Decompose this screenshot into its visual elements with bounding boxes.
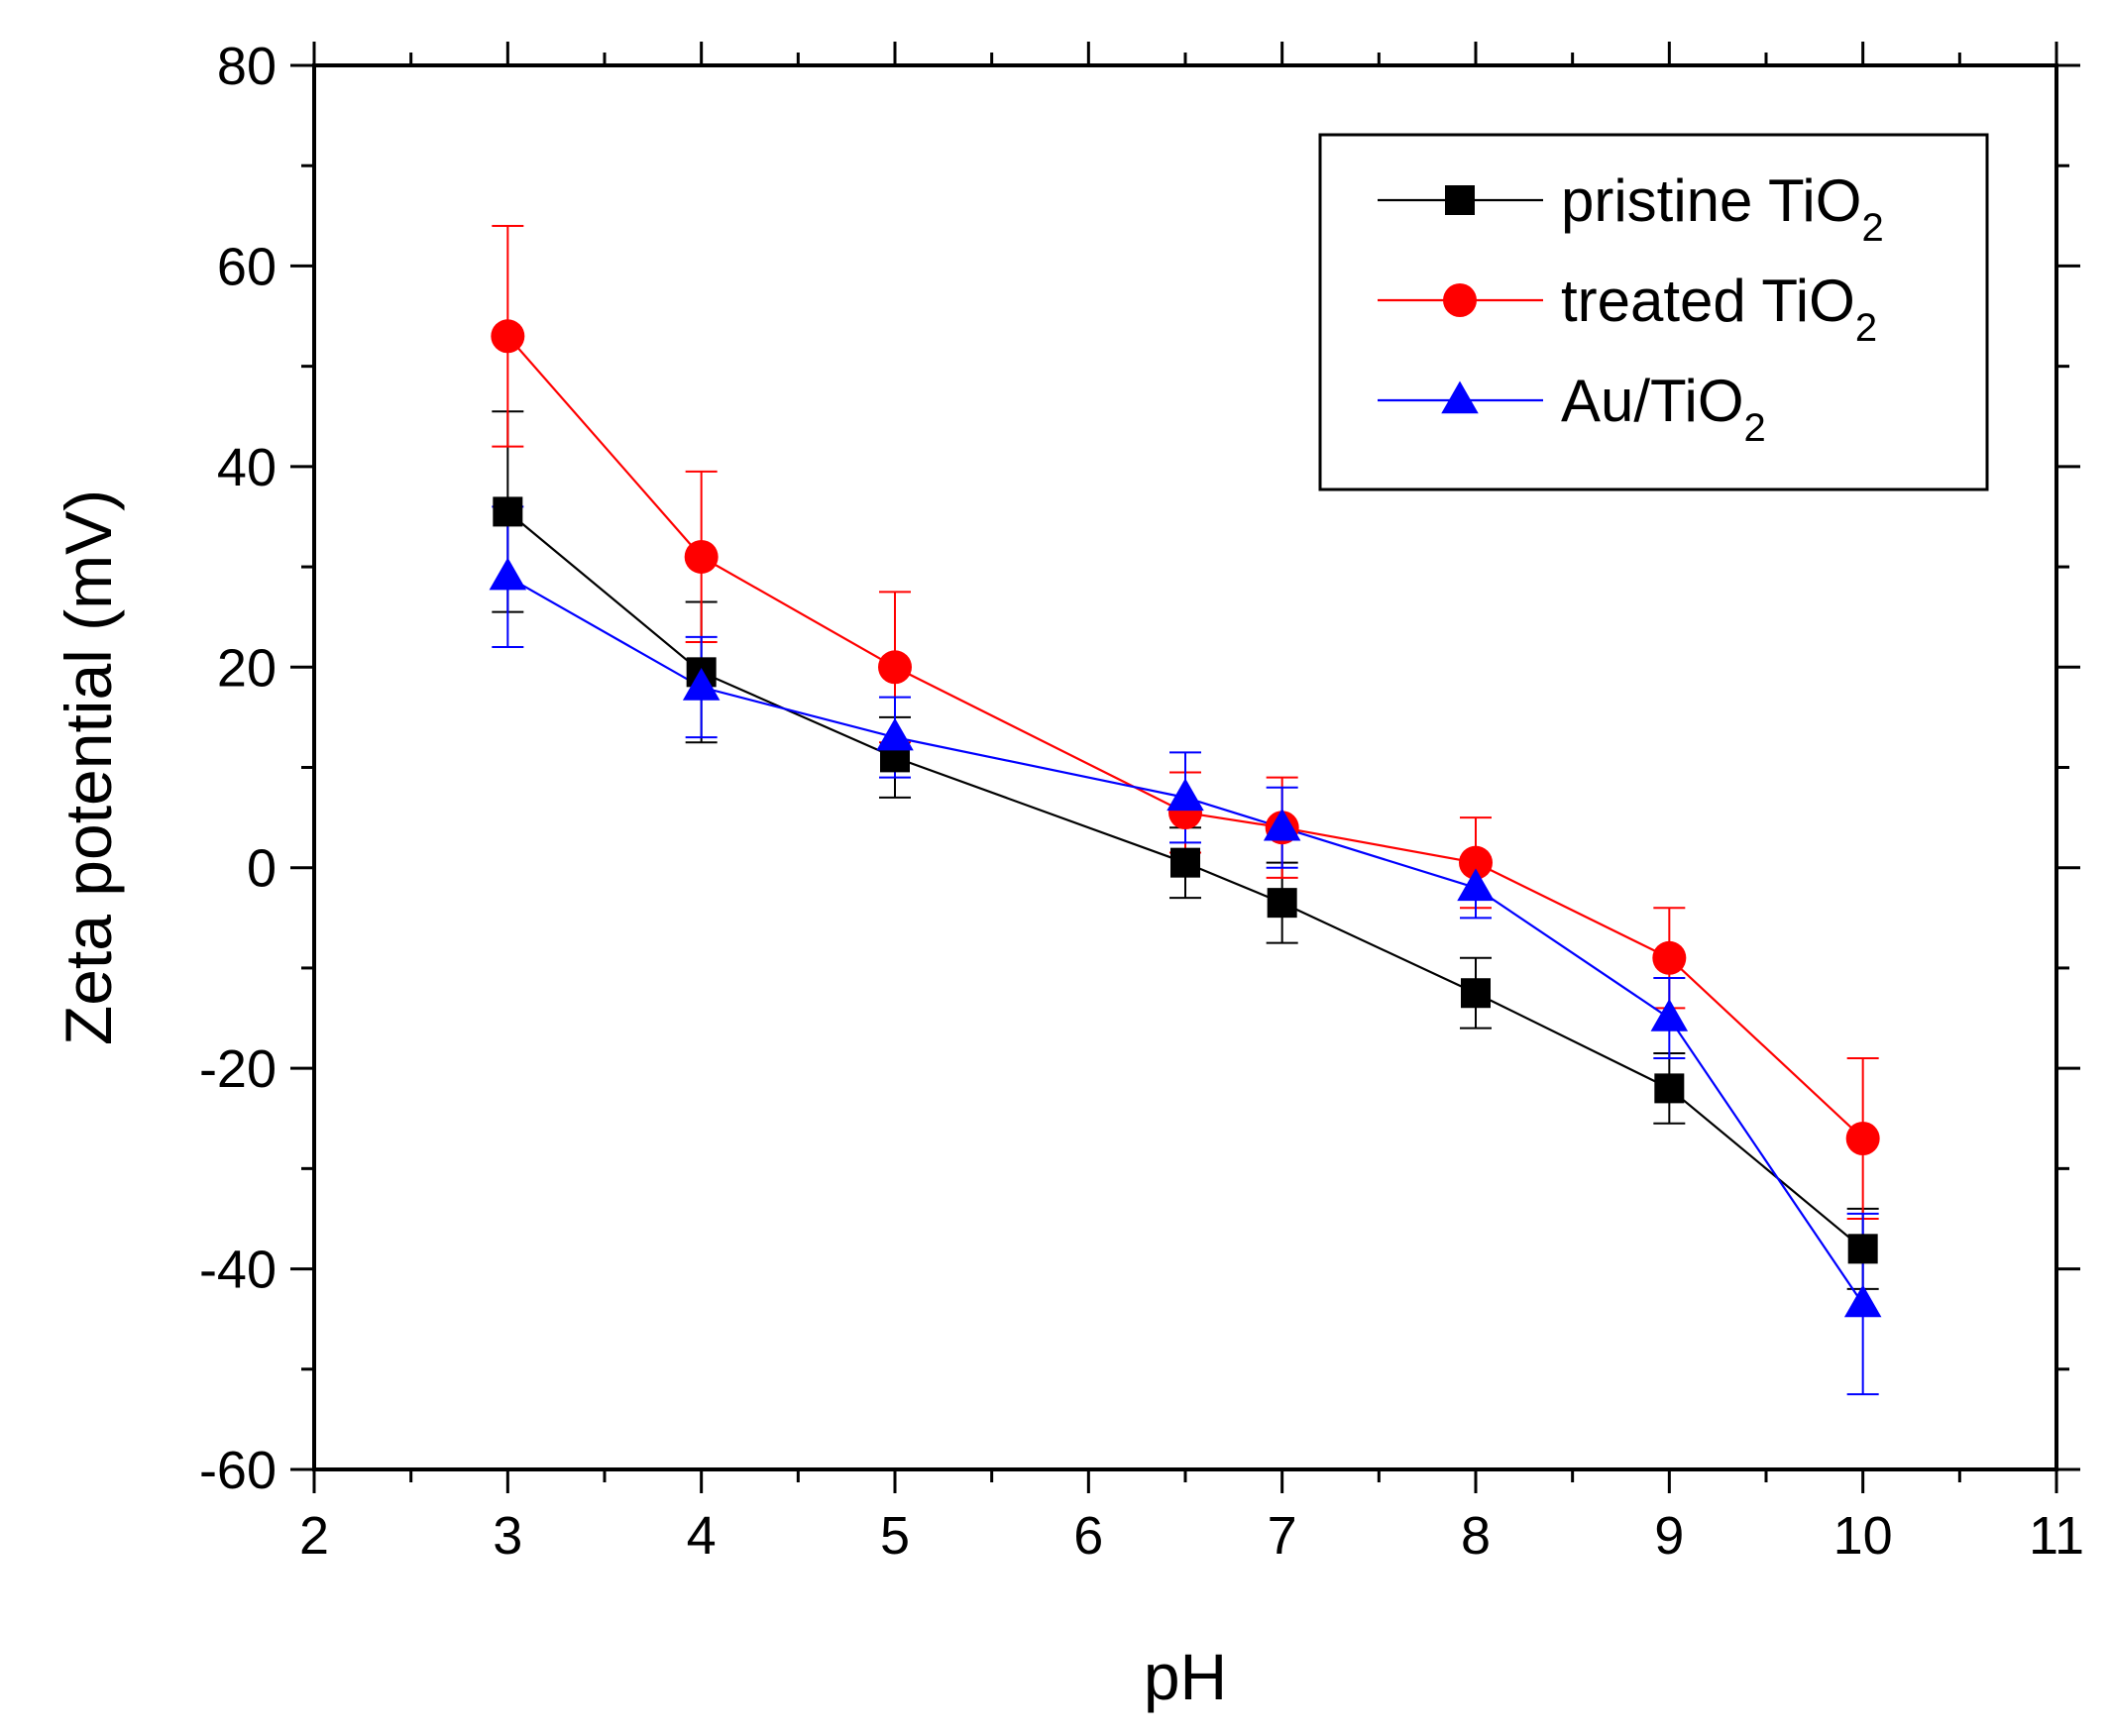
legend-marker-pristine [1445,185,1475,215]
legend-item-au: Au/TiO2 [1378,368,1766,450]
legend-label-pristine: pristine TiO2 [1561,167,1884,250]
data-point-au [682,667,721,701]
legend-label-au: Au/TiO2 [1561,368,1766,450]
legend-label-subscript: 2 [1743,406,1765,450]
markers-layer [489,319,1882,1318]
legend-label-main: Au/TiO [1561,368,1743,434]
legend-label-subscript: 2 [1861,206,1883,250]
y-axis-title: Zeta potential (mV) [52,489,125,1045]
x-tick-label: 3 [493,1506,522,1566]
y-tick-label: 40 [217,438,277,497]
x-tick-label: 2 [299,1506,329,1566]
data-point-pristine [1267,888,1297,919]
legend-label-main: pristine TiO [1561,167,1861,234]
x-tick-label: 6 [1073,1506,1103,1566]
legend-item-pristine: pristine TiO2 [1378,167,1884,250]
data-point-au [1843,1284,1882,1318]
legend-label-main: treated TiO [1561,268,1855,334]
x-tick-label: 4 [687,1506,717,1566]
y-tick-label: 60 [217,237,277,296]
x-tick-label: 9 [1654,1506,1684,1566]
data-point-pristine [1461,978,1491,1009]
ticks-layer: 2 3 4 5 6 7 8 9 10 11 -60 -40 -20 0 20 40 60 80 [199,37,2084,1566]
data-point-treated [684,539,719,574]
y-tick-label: -60 [199,1441,277,1500]
x-tick-label: 8 [1461,1506,1491,1566]
data-point-au [1457,868,1495,902]
data-point-au [876,717,914,751]
data-point-au [1166,778,1204,812]
series-line-treated [506,335,1864,1139]
x-tick-label: 10 [1833,1506,1893,1566]
y-tick-label: -20 [199,1039,277,1099]
data-point-treated [491,319,525,354]
data-point-au [1263,808,1301,841]
x-tick-label: 5 [880,1506,910,1566]
data-point-pristine [1654,1073,1685,1104]
series-line-au [506,576,1864,1305]
legend-marker-treated [1443,283,1477,317]
series-line-pristine [506,510,1864,1250]
y-tick-label: 0 [247,839,277,899]
data-point-treated [878,650,912,685]
y-tick-label: 80 [217,37,277,96]
legend-marker-au [1441,380,1479,414]
data-point-au [1650,999,1689,1031]
plot-frame [312,63,2058,1471]
legend-item-treated: treated TiO2 [1378,268,1877,350]
y-tick-label: 20 [217,638,277,698]
data-point-au [489,557,527,591]
data-point-pristine [1170,847,1200,878]
legend-label-subscript: 2 [1855,306,1877,350]
data-point-treated [1845,1121,1880,1155]
series-lines-layer [506,335,1864,1305]
data-point-treated [1459,845,1493,880]
data-point-pristine [1847,1234,1878,1264]
data-point-treated [1652,940,1687,975]
x-axis-title: pH [1144,1640,1227,1713]
y-tick-label: -40 [199,1241,277,1300]
x-tick-label: 11 [2029,1506,2084,1566]
x-tick-label: 7 [1268,1506,1297,1566]
legend-label-treated: treated TiO2 [1561,268,1877,350]
legend-box [1318,133,1989,491]
data-point-pristine [493,496,523,527]
